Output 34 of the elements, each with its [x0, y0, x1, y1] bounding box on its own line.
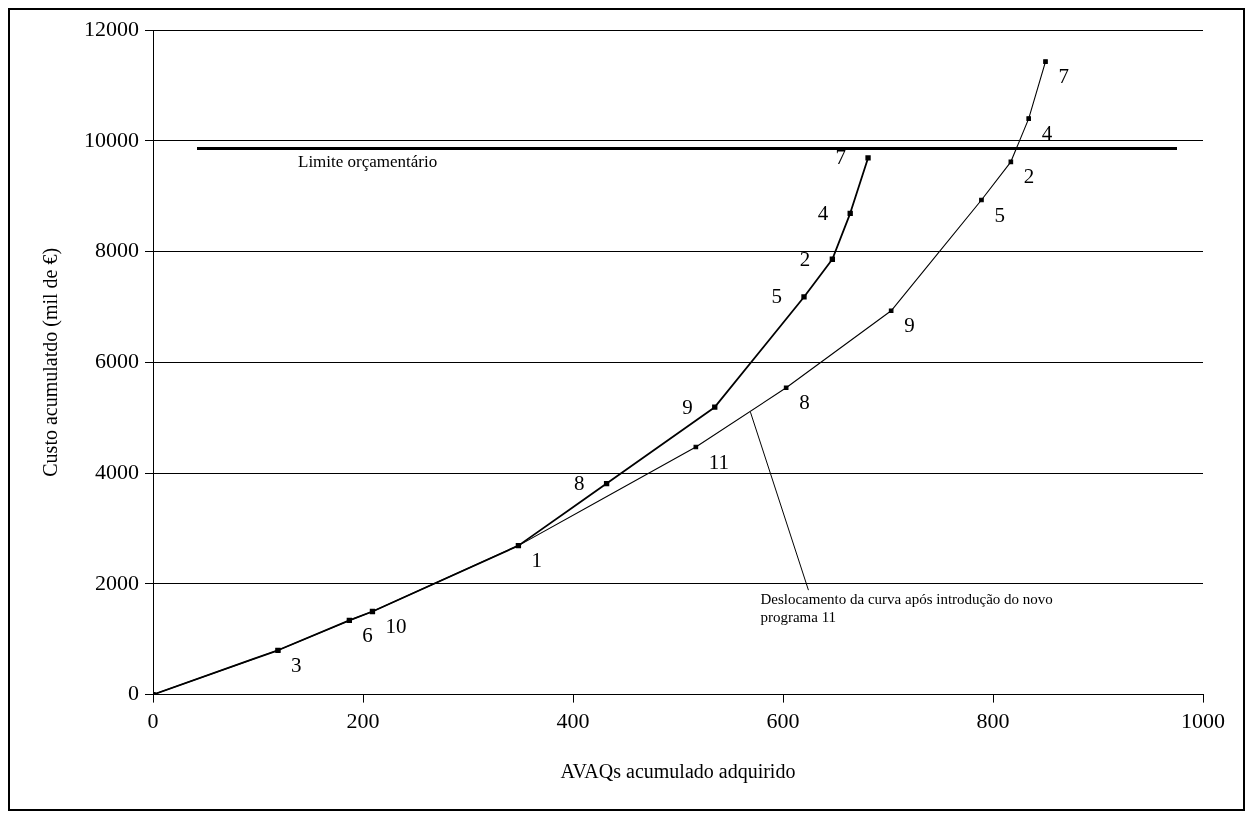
x-tick-label: 0 [147, 707, 159, 733]
x-tick-label: 200 [346, 707, 380, 733]
y-tick-label: 2000 [95, 569, 139, 595]
y-tick-label: 4000 [95, 458, 139, 484]
y-axis-title: Custo acumulatdo (mil de €) [39, 247, 63, 477]
annotation: Deslocamento da curva após introdução do novo programa 11 [760, 590, 1053, 625]
annotation: 3 [290, 652, 302, 677]
x-tick-label: 400 [556, 707, 590, 733]
y-tick-label: 0 [128, 680, 139, 706]
annotation: 9 [682, 394, 693, 419]
x-tick-label: 1000 [1181, 707, 1225, 733]
annotation: 9 [904, 313, 915, 338]
y-tick-label: 12000 [84, 15, 139, 41]
x-tick-label: 800 [976, 707, 1010, 733]
x-tick-label: 600 [766, 707, 800, 733]
y-tick-label: 8000 [95, 237, 139, 263]
annotation: 7 [1058, 64, 1069, 89]
annotation: 5 [771, 284, 782, 309]
annotation: 2 [799, 246, 811, 271]
annotation: 7 [835, 145, 847, 170]
x-axis-title: AVAQs acumulado adquirido [560, 760, 796, 784]
annotation: 11 [708, 449, 730, 474]
annotation: 8 [574, 471, 585, 496]
y-tick-label: 10000 [84, 126, 139, 152]
annotation: 4 [817, 200, 829, 225]
annotation: 8 [799, 390, 810, 415]
y-tick-label: 6000 [95, 348, 139, 374]
annotation: 5 [994, 202, 1005, 227]
annotation: 1 [531, 548, 542, 573]
annotation: 2 [1023, 164, 1035, 189]
ref-line-label: Limite orçamentário [298, 152, 438, 172]
annotation: 4 [1041, 121, 1053, 146]
annotation: 6 [362, 622, 373, 647]
annotation: 10 [385, 614, 407, 639]
